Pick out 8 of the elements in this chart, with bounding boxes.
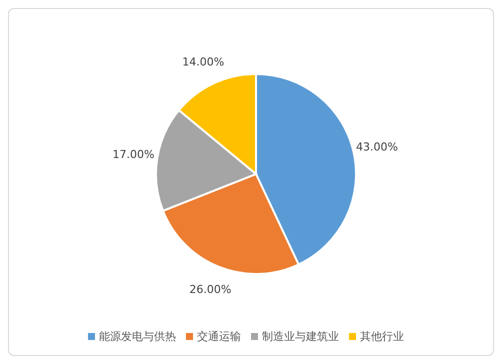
data-label: 26.00% (189, 282, 232, 296)
legend-label: 其他行业 (360, 330, 404, 343)
data-label: 43.00% (356, 140, 398, 154)
data-label: 14.00% (182, 55, 224, 68)
data-label: 17.00% (112, 148, 155, 162)
legend-label: 制造业与建筑业 (262, 330, 339, 343)
legend-label: 交通运输 (197, 330, 241, 343)
legend-label: 能源发电与供热 (99, 330, 176, 343)
